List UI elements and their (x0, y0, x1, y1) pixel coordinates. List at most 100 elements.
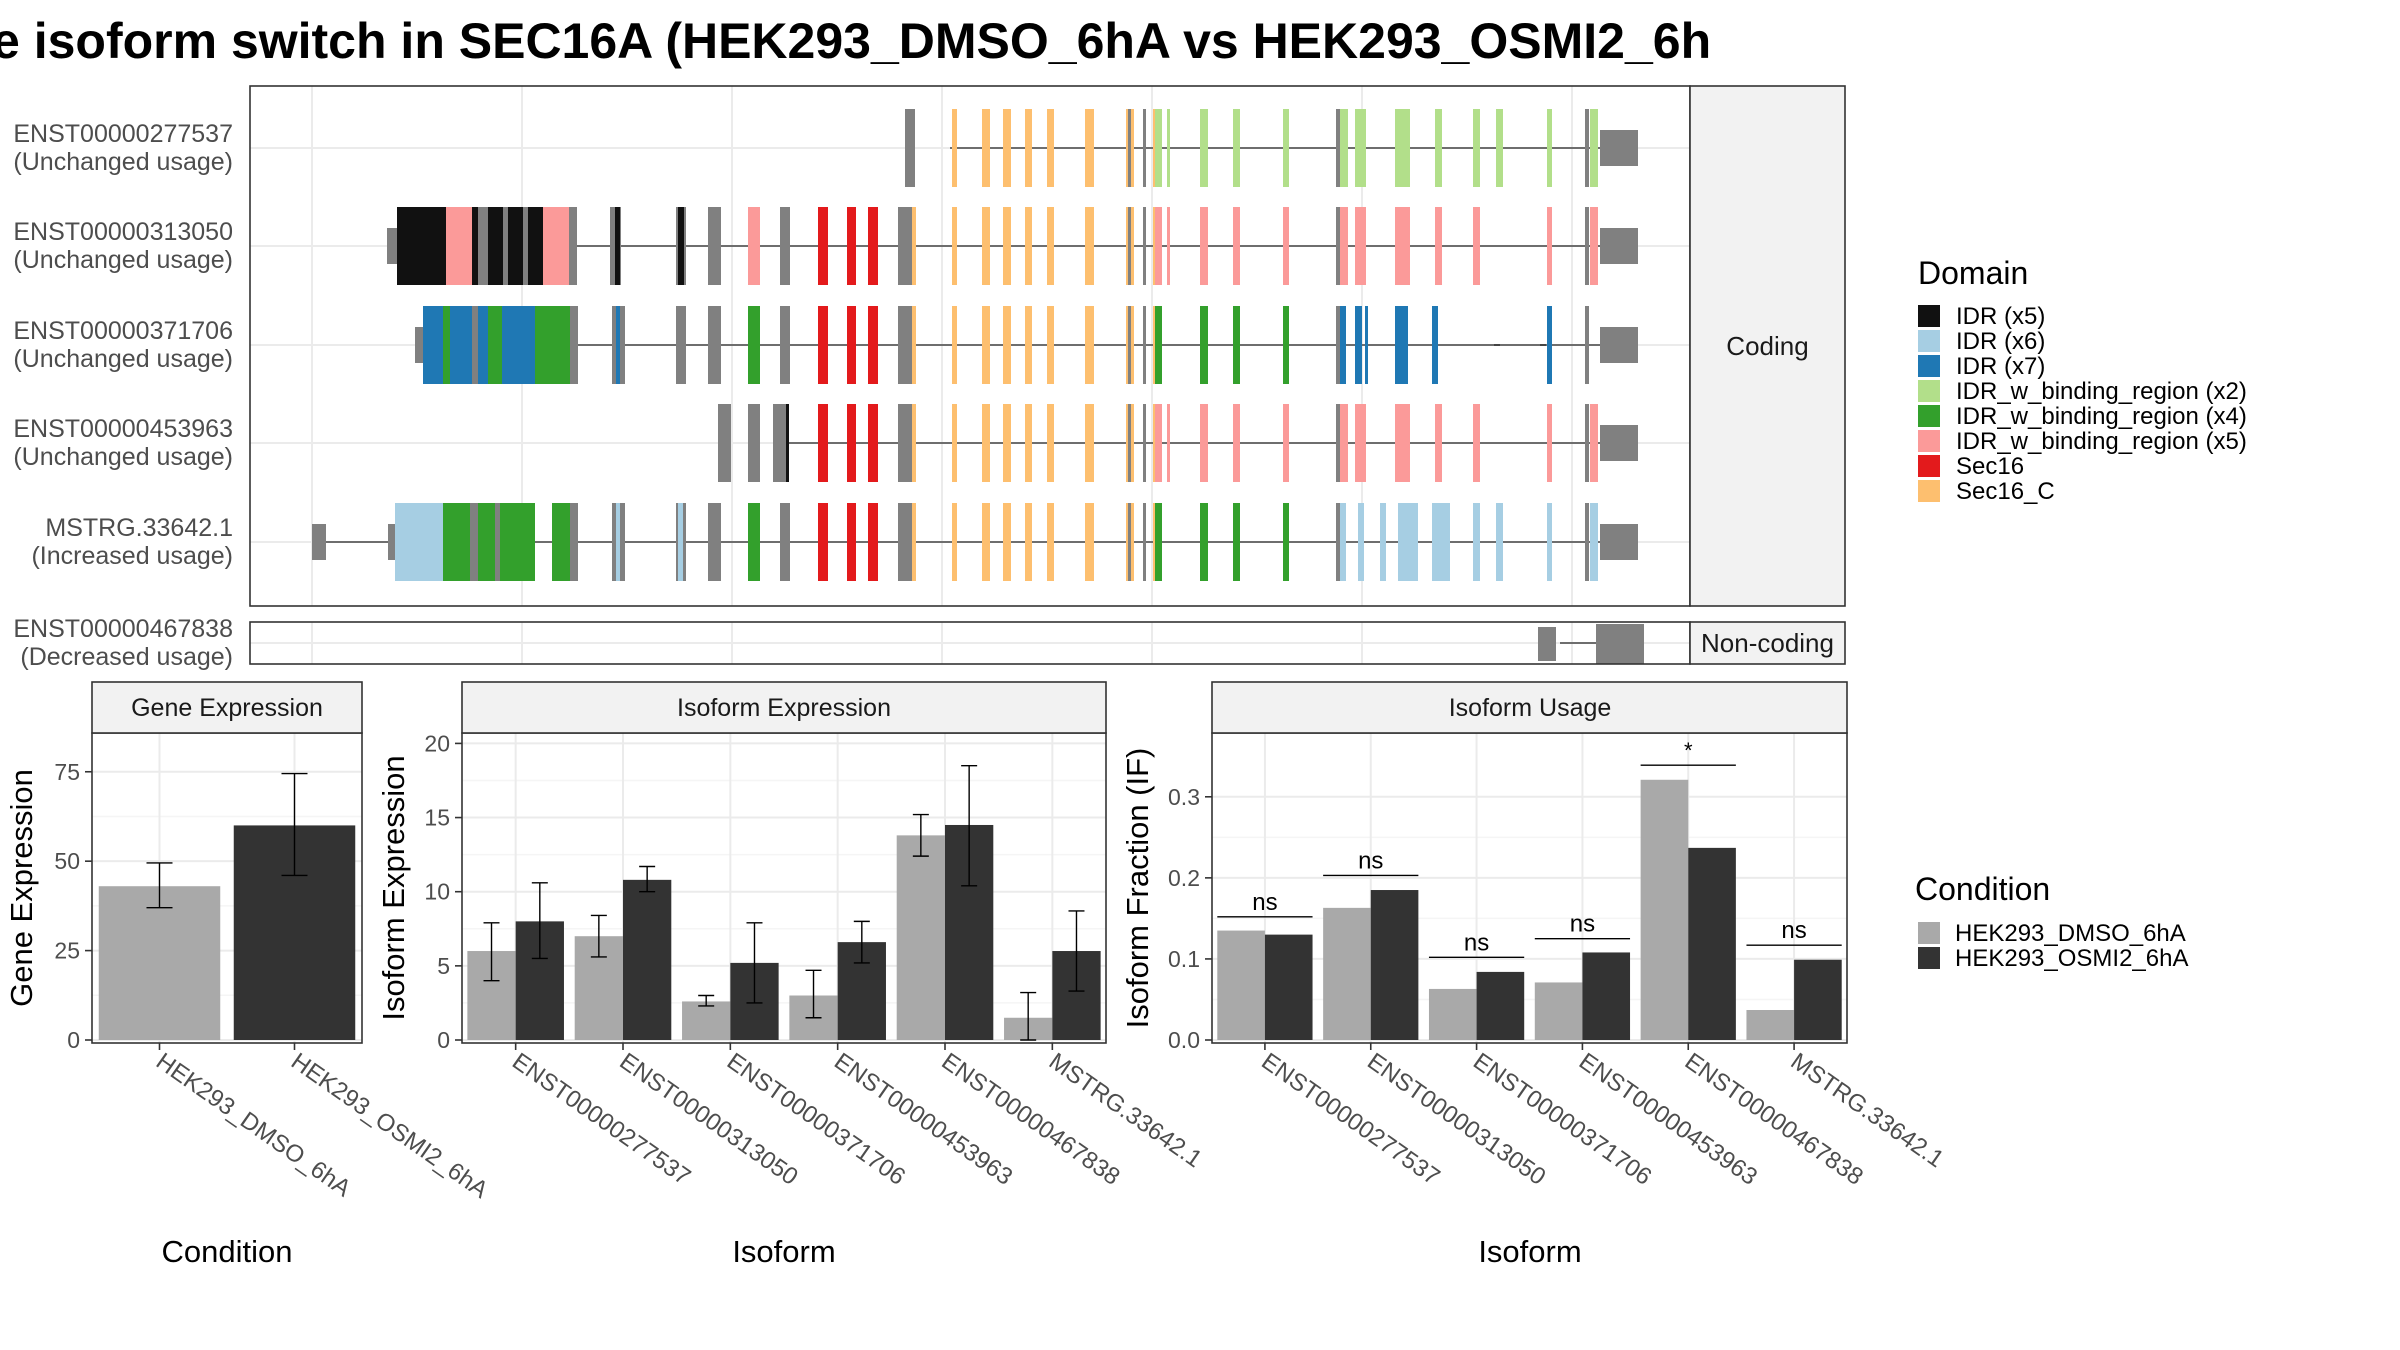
exon-block (952, 306, 957, 384)
exon-block (450, 306, 472, 384)
x-tick-label: ENST00000313050 (615, 1048, 803, 1191)
significance-label: ns (1464, 929, 1489, 956)
exon-block (1200, 404, 1208, 482)
exon-block (1336, 109, 1340, 187)
exon-block (1435, 207, 1442, 285)
domain-legend-key (1918, 480, 1940, 502)
exon-block (708, 207, 721, 285)
exon-block (1003, 306, 1011, 384)
exon-block (868, 404, 878, 482)
y-tick-label: 0.0 (1168, 1027, 1200, 1053)
exon-block (1473, 404, 1480, 482)
bar (623, 879, 672, 1040)
exon-block (1596, 624, 1644, 664)
y-tick-label: 75 (54, 759, 80, 785)
exon-block (615, 207, 620, 285)
bar (1640, 779, 1689, 1040)
exon-block (912, 404, 916, 482)
isoform-id-label: ENST00000313050 (13, 218, 233, 246)
exon-block (1585, 207, 1589, 285)
exon-block (508, 207, 523, 285)
exon-block (450, 503, 470, 581)
bar (1476, 971, 1525, 1040)
exon-block (1365, 306, 1368, 384)
chart-strip (91, 681, 363, 734)
exon-block (1128, 109, 1131, 187)
exon-block (1085, 306, 1094, 384)
exon-block (1047, 404, 1054, 482)
exon-block (1233, 503, 1240, 581)
exon-block (388, 524, 395, 560)
exon-block (1338, 404, 1348, 482)
condition-legend-label: HEK293_OSMI2_6hA (1955, 945, 2188, 972)
exon-block (1590, 503, 1598, 581)
exon-block (1355, 109, 1366, 187)
exon-block (905, 109, 915, 187)
x-tick-label: ENST00000371706 (1468, 1048, 1656, 1191)
exon-block (818, 503, 828, 581)
exon-block (1200, 306, 1208, 384)
exon-block (780, 207, 790, 285)
y-axis-label: Isoform Expression (376, 755, 411, 1020)
exon-block (1283, 306, 1289, 384)
x-axis-label: Condition (162, 1234, 293, 1269)
exon-block (1283, 109, 1289, 187)
exon-block (1233, 404, 1240, 482)
domain-legend-key (1918, 380, 1940, 402)
bar (896, 835, 945, 1040)
exon-block (718, 404, 731, 482)
x-axis-label: Isoform (732, 1234, 835, 1269)
exon-block (478, 503, 495, 581)
domain-legend-key (1918, 355, 1940, 377)
domain-legend-label: IDR_w_binding_region (x4) (1956, 403, 2247, 430)
exon-block (847, 207, 856, 285)
exon-block (708, 306, 721, 384)
exon-block (1355, 306, 1362, 384)
exon-block (397, 207, 446, 285)
significance-label: * (1684, 738, 1693, 763)
isoform-id-label: ENST00000453963 (13, 415, 233, 443)
exon-block (898, 207, 912, 285)
isoform-usage-label: (Unchanged usage) (13, 443, 233, 471)
isoform-id-label: MSTRG.33642.1 (45, 514, 233, 542)
domain-legend-key (1918, 305, 1940, 327)
exon-block (1355, 207, 1366, 285)
exon-block (1395, 306, 1408, 384)
exon-block (495, 503, 500, 581)
isoform-usage-label: (Decreased usage) (20, 643, 233, 671)
exon-block (780, 306, 790, 384)
chart-strip (1211, 681, 1848, 734)
exon-block (1200, 109, 1208, 187)
exon-block (1336, 207, 1340, 285)
exon-block (952, 503, 957, 581)
exon-block (1600, 425, 1638, 461)
exon-block (502, 306, 522, 384)
exon-block (1338, 306, 1346, 384)
exon-block (415, 327, 423, 363)
exon-block (1003, 404, 1011, 482)
bar (1323, 907, 1371, 1040)
isoform-usage-label: (Unchanged usage) (13, 246, 233, 274)
exon-block (780, 503, 790, 581)
exon-block (1085, 503, 1094, 581)
exon-block (1600, 228, 1638, 264)
x-tick-label: ENST00000371706 (722, 1048, 910, 1191)
exon-block (1025, 503, 1032, 581)
exon-block (1128, 404, 1131, 482)
y-tick-label: 0 (437, 1027, 450, 1053)
exon-block (748, 404, 760, 482)
exon-block (1003, 207, 1011, 285)
exon-block (1600, 524, 1638, 560)
bar (1534, 982, 1583, 1040)
exon-block (1025, 207, 1032, 285)
chart-2: 0.0 0.1 0.2 0.3 ns ns ns ns * ns Isoform Usage ENST… (1120, 681, 1949, 1269)
exon-block (1590, 207, 1598, 285)
bar (98, 886, 221, 1040)
exon-block (446, 207, 472, 285)
bar (1688, 847, 1736, 1040)
exon-block (912, 503, 916, 581)
